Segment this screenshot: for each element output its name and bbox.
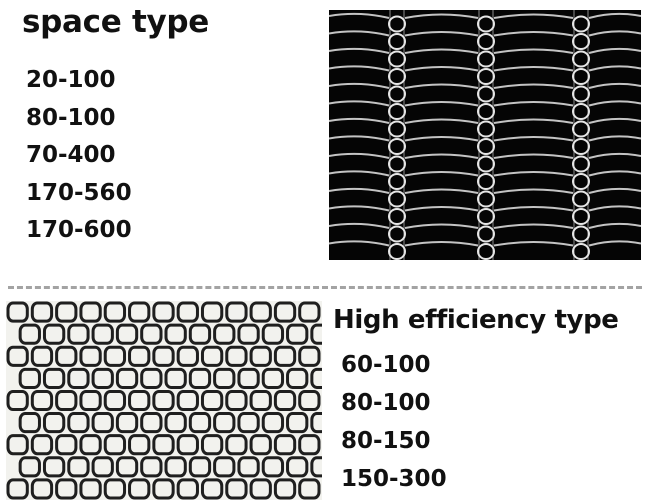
high-efficiency-type-item: 80-150 (341, 428, 431, 454)
high-efficiency-mesh-image (6, 301, 333, 500)
space-type-item: 170-600 (26, 217, 132, 243)
space-type-item: 20-100 (26, 67, 116, 93)
section-divider (8, 286, 642, 289)
space-type-list: 20-100 80-100 70-400 170-560 170-600 (26, 62, 132, 250)
high-efficiency-mesh-pattern (6, 301, 333, 500)
space-type-item: 70-400 (26, 142, 116, 168)
space-type-title: space type (22, 4, 209, 40)
space-type-mesh-pattern (328, 10, 642, 260)
high-efficiency-type-item: 150-300 (341, 466, 447, 492)
high-efficiency-type-title: High efficiency type (333, 305, 619, 335)
space-type-item: 80-100 (26, 104, 116, 131)
high-efficiency-type-item: 80-100 (341, 390, 431, 416)
high-efficiency-type-list: 60-100 80-100 80-150 150-300 (341, 346, 447, 498)
high-efficiency-type-item: 60-100 (341, 352, 431, 378)
space-type-mesh-image (328, 10, 642, 260)
space-type-item: 170-560 (26, 179, 132, 206)
